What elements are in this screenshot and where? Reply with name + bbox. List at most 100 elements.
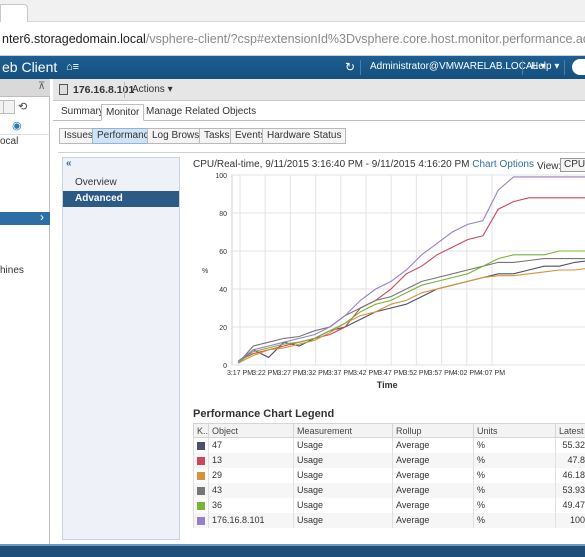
x-tick-label: 3:37 PM <box>328 370 354 377</box>
legend-measurement: Usage <box>293 512 394 528</box>
legend-object: 36 <box>208 497 295 513</box>
legend-units: % <box>473 467 557 483</box>
x-tick-label: 4:07 PM <box>479 370 505 377</box>
legend-object: 47 <box>208 437 295 453</box>
legend-rollup: Average <box>392 497 475 513</box>
legend-units: % <box>473 512 557 528</box>
chart-title-text: CPU/Real-time, 9/11/2015 3:16:40 PM - 9/… <box>193 159 470 170</box>
history-icon[interactable]: ⟲ <box>18 101 28 113</box>
tab-related-objects[interactable]: Related Objects <box>185 106 257 117</box>
legend-key <box>192 452 210 468</box>
chart-title: CPU/Real-time, 9/11/2015 3:16:40 PM - 9/… <box>193 159 534 170</box>
legend-row[interactable]: 47 Usage Average% 55.32 <box>192 437 585 453</box>
tab-summary[interactable]: Summary <box>61 106 104 117</box>
legend-measurement: Usage <box>293 467 394 483</box>
refresh-icon[interactable]: ↻ <box>345 60 356 74</box>
legend-measurement: Usage <box>293 497 394 513</box>
legend-title: Performance Chart Legend <box>193 408 335 420</box>
legend-key <box>192 497 210 513</box>
legend-row[interactable]: 13 Usage Average% 47.8 <box>192 452 585 468</box>
header-divider <box>564 60 565 75</box>
legend-swatch <box>197 441 205 450</box>
home-menu-icon[interactable]: ⌂≡ <box>66 61 80 73</box>
legend-row[interactable]: 36 Usage Average% 49.47 <box>192 497 585 513</box>
tree-item-vcenter[interactable]: ocal <box>0 136 19 147</box>
browser-tab[interactable] <box>0 4 28 22</box>
legend-latest: 46.18 <box>555 467 585 483</box>
legend-key <box>192 437 210 453</box>
x-tick-label: 3:52 PM <box>403 370 429 377</box>
legend-col-object[interactable]: Object <box>208 423 295 438</box>
main-content: 176.16.8.101 Actions ▾ Summary Monitor M… <box>53 79 585 544</box>
header-divider <box>522 60 523 75</box>
object-name: 176.16.8.101 <box>73 84 135 96</box>
legend-rollup: Average <box>392 482 475 498</box>
series-line <box>237 260 585 364</box>
x-tick-label: 3:32 PM <box>303 370 329 377</box>
header-divider <box>124 82 125 98</box>
legend-swatch <box>197 486 205 495</box>
legend-latest: 47.8 <box>555 452 585 468</box>
legend-latest: 53.93 <box>555 482 585 498</box>
legend-rollup: Average <box>392 467 475 483</box>
legend-object: 43 <box>208 482 295 498</box>
x-tick-label: 3:57 PM <box>429 370 455 377</box>
chevron-right-icon: › <box>40 210 44 224</box>
x-tick-label: 3:22 PM <box>252 370 278 377</box>
legend-row[interactable]: 29 Usage Average% 46.18 <box>192 467 585 483</box>
legend-units: % <box>473 497 557 513</box>
view-select[interactable]: CPU <box>560 158 585 172</box>
tree-item-selected[interactable]: › <box>0 210 50 225</box>
tree-item-machines[interactable]: hines <box>0 265 24 276</box>
tab-manage[interactable]: Manage <box>146 106 183 117</box>
legend-latest: 100 <box>555 512 585 528</box>
user-menu[interactable]: Administrator@VMWARELAB.LOCAL ▾ <box>370 61 546 72</box>
series-line <box>237 176 585 362</box>
header-divider <box>360 60 361 75</box>
legend-row[interactable]: 176.16.8.101 Usage Average% 100 <box>192 512 585 528</box>
actions-menu[interactable]: Actions ▾ <box>132 84 173 95</box>
legend-swatch <box>197 471 205 480</box>
legend-col-latest[interactable]: Latest <box>555 423 585 438</box>
status-bar <box>0 544 585 557</box>
navigator-toolbar: ◉ <box>0 119 50 135</box>
x-tick-label: 4:02 PM <box>454 370 480 377</box>
legend-col-rollup[interactable]: Rollup <box>392 423 475 438</box>
url-path: /vsphere-client/?csp#extensionId%3Dvsphe… <box>145 32 585 46</box>
legend-col-key[interactable]: K.. <box>192 423 210 438</box>
legend-object: 29 <box>208 467 295 483</box>
legend-col-units[interactable]: Units <box>473 423 557 438</box>
legend-units: % <box>473 482 557 498</box>
legend-latest: 55.32 <box>555 437 585 453</box>
collapse-icon[interactable]: « <box>66 158 72 169</box>
y-tick-label: 40 <box>219 287 227 294</box>
legend-object: 13 <box>208 452 295 468</box>
x-tick-label: 3:17 PM <box>227 370 253 377</box>
series-line <box>237 250 585 364</box>
url-host: nter6.storagedomain.local <box>2 32 146 46</box>
legend-key <box>192 467 210 483</box>
legend-units: % <box>473 452 557 468</box>
legend-table: K.. Object Measurement Rollup Units Late… <box>192 423 585 528</box>
legend-rollup: Average <box>392 452 475 468</box>
legend-row[interactable]: 43 Usage Average% 53.93 <box>192 482 585 498</box>
performance-view-list: « Overview Advanced <box>62 157 180 540</box>
tab-monitor[interactable]: Monitor <box>101 104 145 121</box>
legend-measurement: Usage <box>293 437 394 453</box>
chart-options-link[interactable]: Chart Options <box>472 159 534 170</box>
view-advanced[interactable]: Advanced <box>63 191 179 207</box>
legend-col-measurement[interactable]: Measurement <box>293 423 394 438</box>
forward-button[interactable] <box>3 100 15 114</box>
plot-area <box>231 174 585 366</box>
address-bar[interactable]: nter6.storagedomain.local/vsphere-client… <box>0 22 585 56</box>
search-toggle[interactable] <box>572 59 585 75</box>
x-axis-label: Time <box>377 380 398 390</box>
vcenter-icon[interactable]: ◉ <box>12 120 22 132</box>
pin-icon[interactable]: ⊼ <box>38 81 46 92</box>
x-tick-label: 3:47 PM <box>378 370 404 377</box>
help-menu[interactable]: Help ▾ <box>531 61 560 72</box>
subtab-hardware-status[interactable]: Hardware Status <box>262 128 347 144</box>
app-header: eb Client ⌂≡ ↻ Administrator@VMWARELAB.L… <box>0 56 585 79</box>
view-overview[interactable]: Overview <box>75 177 117 188</box>
object-header: 176.16.8.101 Actions ▾ <box>53 79 585 101</box>
